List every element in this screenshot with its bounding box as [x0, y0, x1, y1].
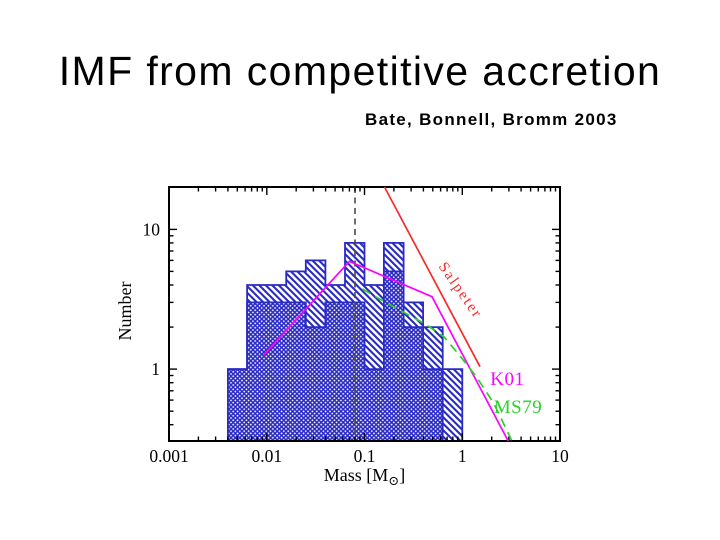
y-tick-label: 10 — [143, 219, 161, 239]
plot-frame-and-ticks — [168, 186, 561, 442]
tick-labels: 0.001 0.01 0.1 1 10 1 10 — [143, 219, 570, 466]
x-tick-label: 1 — [458, 446, 467, 466]
x-tick-label: 0.1 — [354, 446, 376, 466]
y-tick-label: 1 — [151, 359, 160, 379]
x-tick-label: 0.001 — [149, 446, 188, 466]
label-ms79: MS79 — [494, 397, 542, 418]
x-tick-label: 0.01 — [251, 446, 282, 466]
label-salpeter: Salpeter — [435, 260, 485, 323]
y-axis-label: Number — [115, 282, 135, 341]
slide-citation: Bate, Bonnell, Bromm 2003 — [365, 110, 618, 129]
line-ms79 — [361, 288, 513, 441]
x-axis-label: Mass [M⊙] — [324, 465, 405, 489]
label-k01: K01 — [490, 369, 524, 390]
histogram-crosshatched-subset — [227, 270, 444, 442]
x-tick-label: 10 — [551, 446, 569, 466]
slide-title: IMF from competitive accretion — [58, 48, 662, 94]
line-salpeter — [383, 186, 481, 368]
